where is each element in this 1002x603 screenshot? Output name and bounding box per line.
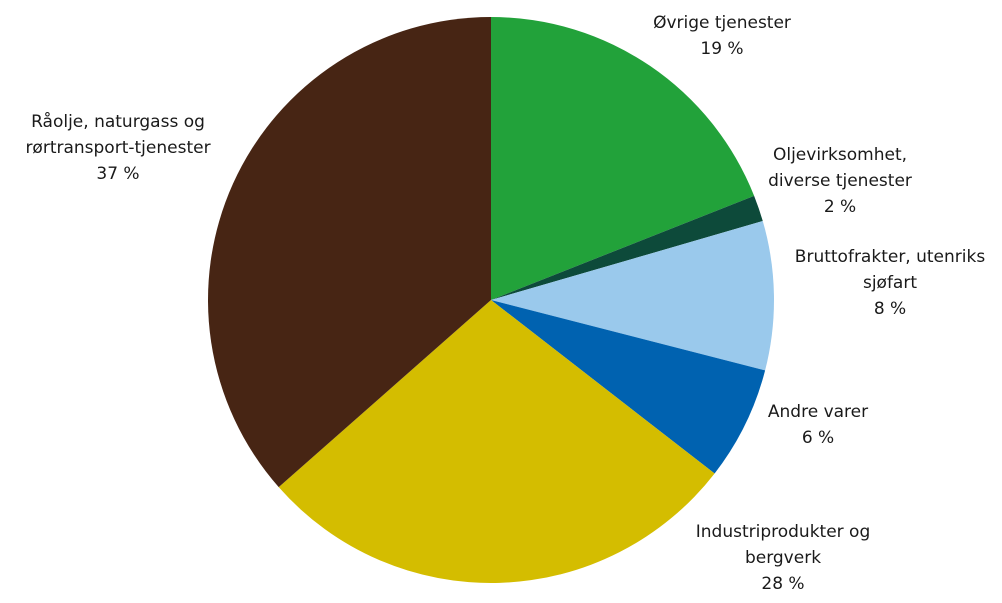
pie-slice-6	[208, 17, 491, 488]
slice-name-label: Andre varer	[768, 402, 868, 422]
pie-labels: Øvrige tjenester 19 % Oljevirksomhet, diver…	[25, 13, 985, 594]
pie-slices	[208, 16, 774, 583]
slice-label-2: Oljevirksomhet, diverse tjenester 2 %	[768, 145, 912, 217]
slice-name-label: Øvrige tjenester	[653, 13, 791, 33]
slice-label-5: Industriprodukter og bergverk 28 %	[696, 522, 871, 594]
slice-value-label: 37 %	[96, 164, 139, 184]
slice-label-6: Råolje, naturgass og rørtransport-tjenest…	[25, 111, 210, 184]
slice-label-4: Andre varer 6 %	[768, 402, 868, 448]
slice-label-1: Øvrige tjenester 19 %	[653, 13, 791, 59]
slice-name-label: Bruttofrakter, utenriks	[795, 247, 986, 267]
slice-name-label: Råolje, naturgass og	[31, 111, 205, 132]
slice-name-label: bergverk	[745, 548, 821, 568]
slice-name-label: rørtransport-tjenester	[25, 138, 210, 158]
slice-value-label: 6 %	[802, 428, 834, 448]
slice-value-label: 2 %	[824, 197, 856, 217]
pie-slice-4	[491, 300, 766, 474]
slice-value-label: 8 %	[874, 299, 906, 319]
slice-label-3: Bruttofrakter, utenriks sjøfart 8 %	[795, 247, 986, 319]
pie-slice-2	[491, 195, 763, 300]
slice-name-label: sjøfart	[863, 273, 917, 293]
slice-name-label: diverse tjenester	[768, 171, 912, 191]
slice-value-label: 28 %	[761, 574, 804, 594]
slice-name-label: Industriprodukter og	[696, 522, 871, 542]
slice-name-label: Oljevirksomhet,	[773, 145, 907, 165]
pie-slice-3	[491, 221, 774, 371]
pie-slice-1	[491, 16, 755, 300]
pie-slice-5	[278, 300, 715, 583]
slice-value-label: 19 %	[700, 39, 743, 59]
